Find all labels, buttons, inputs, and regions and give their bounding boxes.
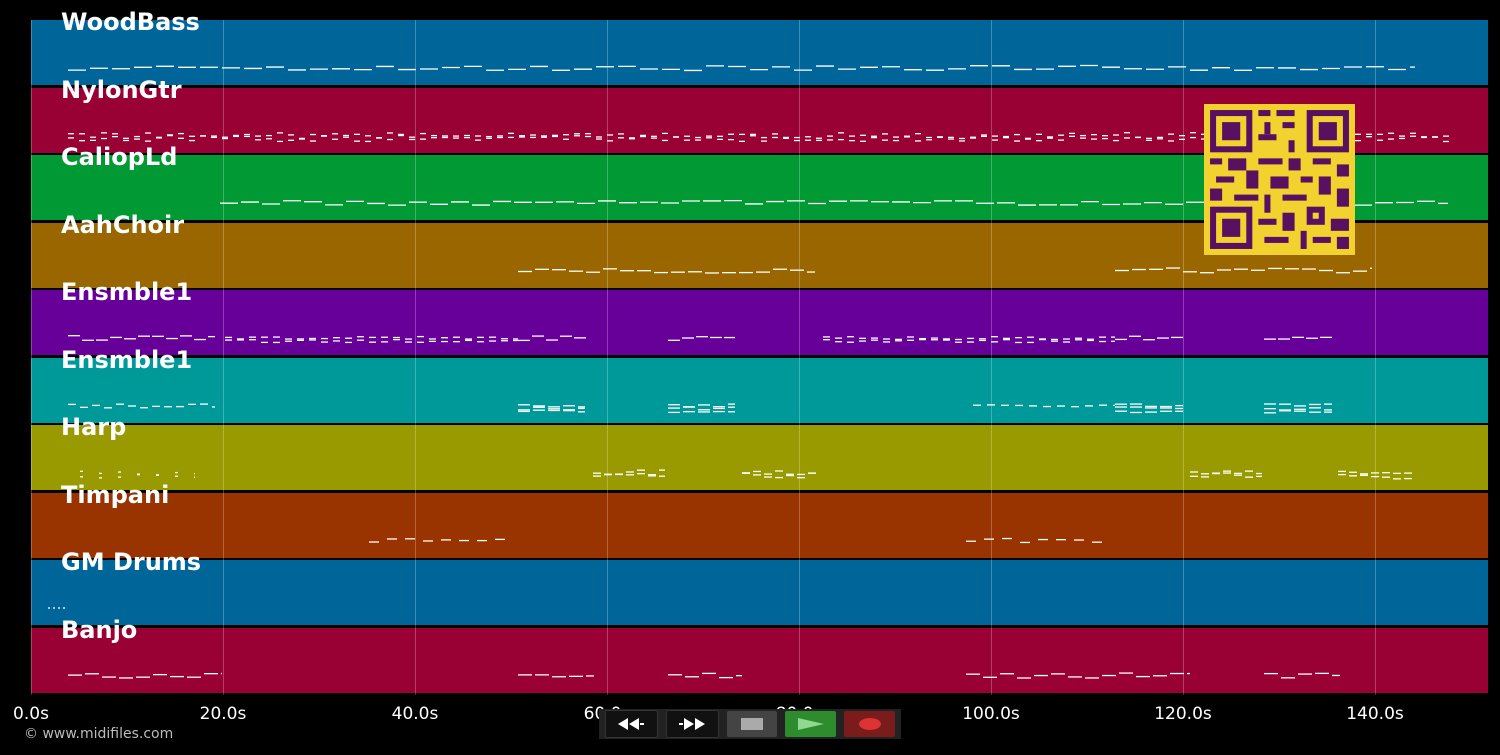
time-tick-label: 120.0s <box>1154 704 1212 724</box>
rewind-icon <box>618 718 645 730</box>
track-name: Ensmble1 <box>61 278 193 306</box>
time-tick-label: 20.0s <box>199 704 247 724</box>
record-icon <box>858 718 881 730</box>
track-name: Harp <box>61 413 127 441</box>
record-button[interactable] <box>844 711 895 737</box>
fast-forward-icon <box>679 718 706 730</box>
grid-line <box>415 20 416 695</box>
rewind-button[interactable] <box>605 710 658 738</box>
time-tick-label: 0.0s <box>13 704 49 724</box>
qr-code-image <box>1210 110 1349 249</box>
track-row[interactable]: Ensmble1 <box>31 346 1488 423</box>
track-name: Timpani <box>61 480 170 509</box>
grid-line <box>991 20 992 695</box>
time-tick-label: 40.0s <box>391 704 439 724</box>
track-name: GM Drums <box>61 548 202 576</box>
track-row[interactable]: Timpani <box>31 481 1488 558</box>
track-name: Ensmble1 <box>61 345 193 374</box>
grid-line <box>607 20 608 695</box>
track-name: AahChoir <box>61 210 185 239</box>
play-button[interactable] <box>785 711 837 737</box>
play-icon <box>797 718 824 730</box>
track-row[interactable]: Harp <box>31 413 1488 490</box>
track-name: Banjo <box>61 615 138 644</box>
track-name: WoodBass <box>61 8 200 36</box>
stop-button[interactable] <box>726 711 778 737</box>
track-row[interactable]: WoodBass <box>31 8 1488 85</box>
track-name: NylonGtr <box>61 75 182 104</box>
time-tick-label: 100.0s <box>962 704 1020 724</box>
track-name: CaliopLd <box>61 143 178 171</box>
copyright-text: © www.midifiles.com <box>24 726 174 742</box>
time-tick-label: 140.0s <box>1346 704 1404 724</box>
track-list: WoodBass NylonGtr CaliopLd AahChoir Ensmble1… <box>31 8 1488 695</box>
qr-code <box>1204 104 1355 255</box>
transport-controls <box>599 709 901 739</box>
grid-line <box>1375 20 1376 695</box>
grid-line <box>799 20 800 695</box>
track-row[interactable]: Ensmble1 <box>31 278 1488 355</box>
grid-line <box>1183 20 1184 695</box>
fast-forward-button[interactable] <box>665 710 719 738</box>
stop-icon <box>740 718 763 730</box>
track-row[interactable]: GM Drums <box>31 548 1488 625</box>
grid-line <box>31 20 32 695</box>
grid-line <box>223 20 224 695</box>
track-row[interactable]: Banjo <box>31 616 1488 693</box>
